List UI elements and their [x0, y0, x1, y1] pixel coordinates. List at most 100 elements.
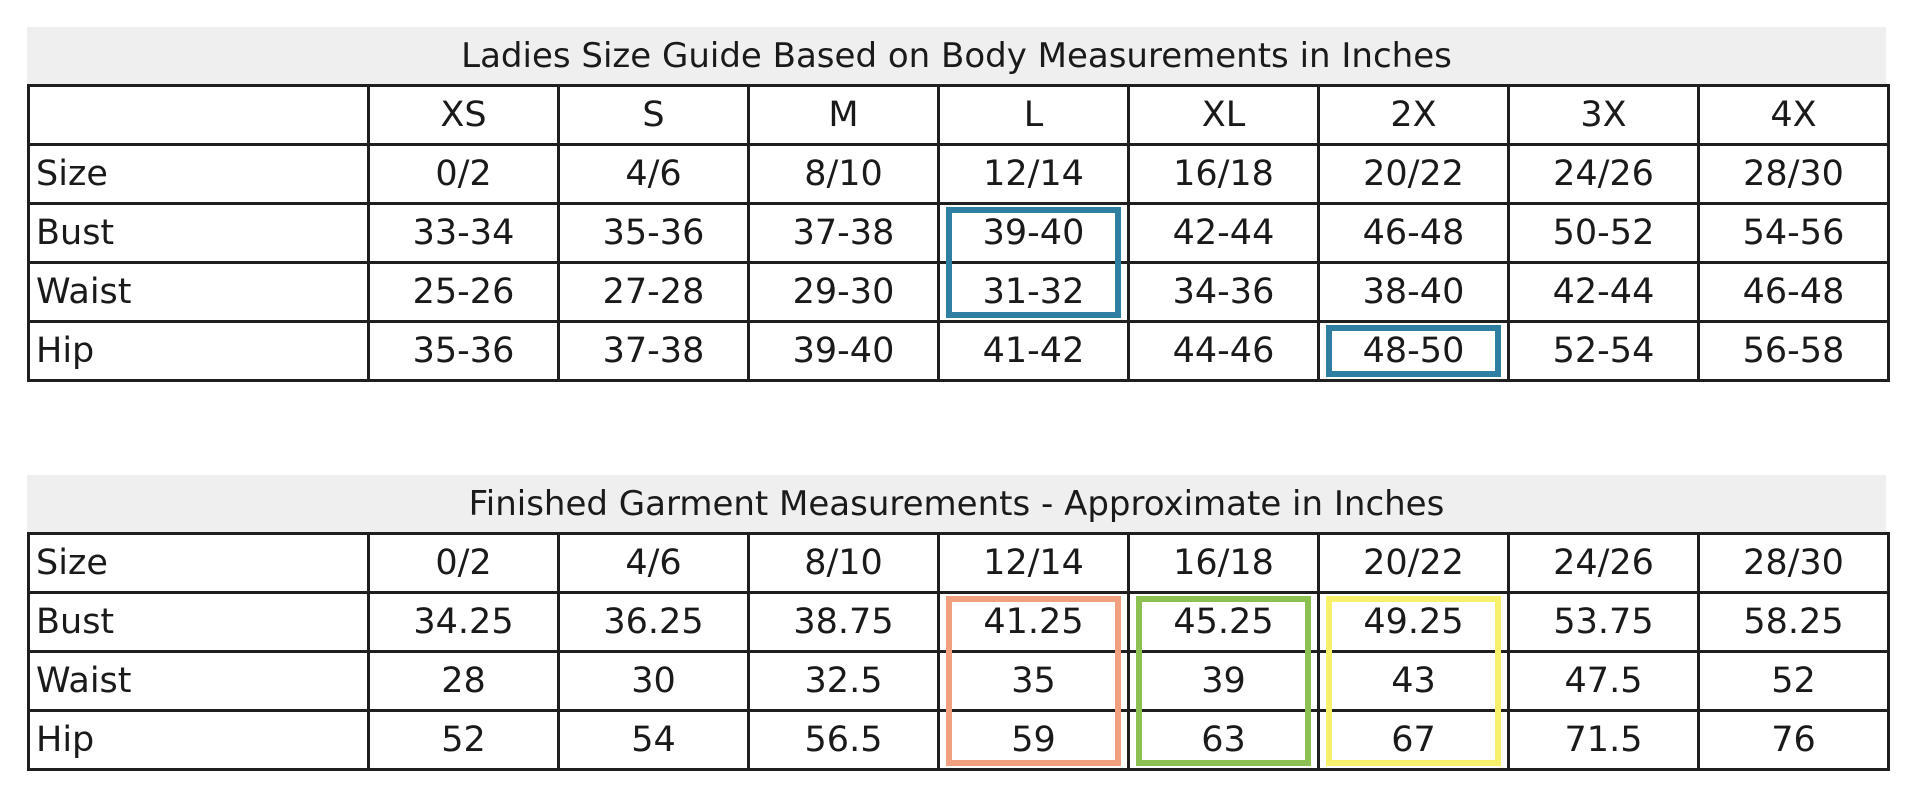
table-cell: 35-36	[557, 202, 750, 264]
cell-value: 39-40	[982, 213, 1085, 253]
cell-value: 43	[1391, 661, 1436, 701]
cell-value: 39	[1201, 661, 1246, 701]
garment-measurements: Finished Garment Measurements - Approxim…	[27, 475, 1890, 771]
table-cell: 32.5	[747, 650, 940, 712]
table-cell: 34.25	[367, 591, 560, 653]
highlighted-cell: 67	[1317, 708, 1510, 771]
highlighted-cell: 41.25	[937, 591, 1130, 654]
highlighted-cell: 35	[937, 649, 1130, 713]
table-cell: 42-44	[1507, 261, 1700, 323]
table-cell: 71.5	[1507, 709, 1700, 771]
table-cell: 52-54	[1507, 320, 1700, 382]
table-cell: 50-52	[1507, 202, 1700, 264]
row-label: Bust	[27, 202, 370, 264]
body-guide-title: Ladies Size Guide Based on Body Measurem…	[27, 27, 1886, 84]
table-cell: 47.5	[1507, 650, 1700, 712]
table-cell: 38-40	[1317, 261, 1510, 323]
row-label: Waist	[27, 261, 370, 323]
table-cell: 56-58	[1697, 320, 1890, 382]
table-row: Size 0/2 4/6 8/10 12/14 16/18 20/22 24/2…	[27, 143, 1890, 205]
table-cell: 12/14	[937, 143, 1130, 205]
garment-table: Size 0/2 4/6 8/10 12/14 16/18 20/22 24/2…	[27, 532, 1890, 771]
letter-size-row: XS S M L XL 2X 3X 4X	[27, 84, 1890, 146]
table-cell: 28/30	[1697, 532, 1890, 594]
letter-size-header: 3X	[1507, 84, 1700, 146]
cell-value: 45.25	[1173, 602, 1274, 642]
cell-value: 67	[1391, 720, 1436, 760]
table-cell: 29-30	[747, 261, 940, 323]
table-cell: 41-42	[937, 320, 1130, 382]
table-cell: 58.25	[1697, 591, 1890, 653]
row-label: Size	[27, 532, 370, 594]
cell-value: 49.25	[1363, 602, 1464, 642]
table-cell: 56.5	[747, 709, 940, 771]
letter-size-header: XL	[1127, 84, 1320, 146]
table-cell: 24/26	[1507, 143, 1700, 205]
letter-size-header: M	[747, 84, 940, 146]
table-cell: 25-26	[367, 261, 560, 323]
corner-cell	[27, 84, 370, 146]
table-row: Waist 28 30 32.5 35 39 43 47.5 52	[27, 649, 1890, 713]
highlighted-cell: 39	[1127, 649, 1320, 713]
table-cell: 8/10	[747, 532, 940, 594]
table-cell: 42-44	[1127, 202, 1320, 264]
row-label: Waist	[27, 650, 370, 712]
table-cell: 54-56	[1697, 202, 1890, 264]
table-row: Bust 34.25 36.25 38.75 41.25 45.25 49.25…	[27, 591, 1890, 654]
cell-value: 63	[1201, 720, 1246, 760]
table-cell: 53.75	[1507, 591, 1700, 653]
table-cell: 38.75	[747, 591, 940, 653]
table-cell: 54	[557, 709, 750, 771]
table-cell: 30	[557, 650, 750, 712]
letter-size-header: XS	[367, 84, 560, 146]
table-cell: 0/2	[367, 532, 560, 594]
table-cell: 46-48	[1317, 202, 1510, 264]
table-cell: 52	[1697, 650, 1890, 712]
cell-value: 35	[1011, 661, 1056, 701]
table-cell: 12/14	[937, 532, 1130, 594]
table-row: Hip 52 54 56.5 59 63 67 71.5 76	[27, 708, 1890, 771]
garment-title: Finished Garment Measurements - Approxim…	[27, 475, 1886, 532]
body-size-guide: Ladies Size Guide Based on Body Measurem…	[27, 27, 1890, 382]
table-row: Hip 35-36 37-38 39-40 41-42 44-46 48-50 …	[27, 320, 1890, 382]
highlighted-cell: 31-32	[937, 260, 1130, 323]
table-cell: 28	[367, 650, 560, 712]
row-label: Bust	[27, 591, 370, 653]
table-cell: 4/6	[557, 143, 750, 205]
body-guide-table: XS S M L XL 2X 3X 4X Size 0/2 4/6 8/10 1…	[27, 84, 1890, 382]
row-label: Hip	[27, 320, 370, 382]
table-cell: 0/2	[367, 143, 560, 205]
table-cell: 27-28	[557, 261, 750, 323]
table-cell: 16/18	[1127, 143, 1320, 205]
table-cell: 76	[1697, 709, 1890, 771]
table-row: Size 0/2 4/6 8/10 12/14 16/18 20/22 24/2…	[27, 532, 1890, 594]
highlighted-cell: 63	[1127, 708, 1320, 771]
table-row: Waist 25-26 27-28 29-30 31-32 34-36 38-4…	[27, 260, 1890, 323]
letter-size-header: 4X	[1697, 84, 1890, 146]
highlighted-cell: 39-40	[937, 202, 1130, 265]
table-cell: 24/26	[1507, 532, 1700, 594]
row-label: Size	[27, 143, 370, 205]
table-cell: 37-38	[747, 202, 940, 264]
highlighted-cell: 43	[1317, 649, 1510, 713]
table-cell: 52	[367, 709, 560, 771]
table-cell: 34-36	[1127, 261, 1320, 323]
table-cell: 35-36	[367, 320, 560, 382]
table-cell: 20/22	[1317, 143, 1510, 205]
highlighted-cell: 49.25	[1317, 591, 1510, 654]
table-cell: 39-40	[747, 320, 940, 382]
table-cell: 33-34	[367, 202, 560, 264]
letter-size-header: L	[937, 84, 1130, 146]
highlighted-cell: 48-50	[1317, 320, 1510, 382]
table-cell: 20/22	[1317, 532, 1510, 594]
table-cell: 36.25	[557, 591, 750, 653]
row-label: Hip	[27, 709, 370, 771]
letter-size-header: 2X	[1317, 84, 1510, 146]
table-cell: 46-48	[1697, 261, 1890, 323]
letter-size-header: S	[557, 84, 750, 146]
cell-value: 48-50	[1362, 331, 1465, 371]
table-cell: 28/30	[1697, 143, 1890, 205]
table-cell: 37-38	[557, 320, 750, 382]
table-cell: 44-46	[1127, 320, 1320, 382]
table-cell: 16/18	[1127, 532, 1320, 594]
